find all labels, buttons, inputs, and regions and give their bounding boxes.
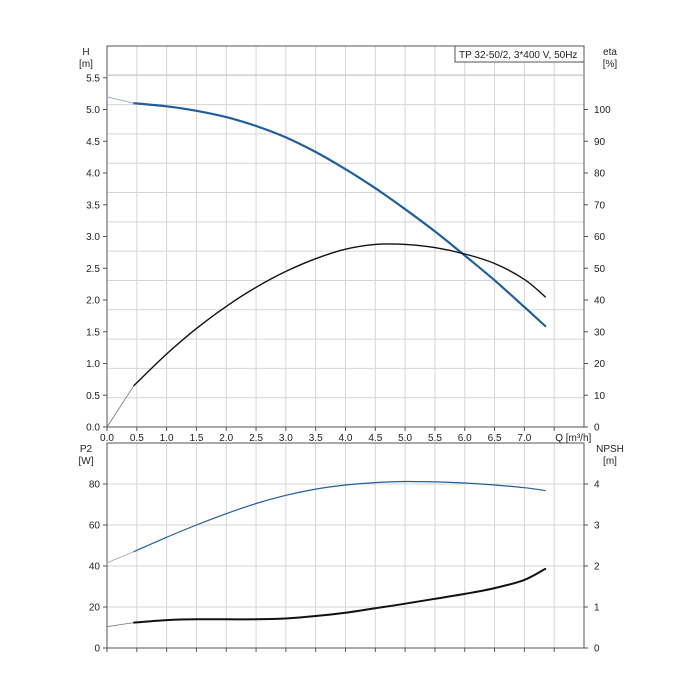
series-line-bottom-2 — [132, 567, 547, 624]
x-axis-title: Q [m³/h] — [555, 433, 591, 444]
left-tick-label: 4.0 — [86, 169, 100, 180]
x-tick-label: 5.0 — [398, 433, 412, 444]
right-tick-label: 50 — [594, 264, 606, 275]
x-tick-label: 2.0 — [219, 433, 233, 444]
right-tick-label: 2 — [594, 562, 600, 573]
right-tick-label: 70 — [594, 200, 606, 211]
right-tick-label: 90 — [594, 137, 606, 148]
left-tick-label: 4.5 — [86, 137, 100, 148]
right-tick-label: 4 — [594, 480, 600, 491]
x-tick-label: 0.5 — [130, 433, 144, 444]
left-tick-label: 1.5 — [86, 327, 100, 338]
left-tick-label: 0 — [94, 644, 100, 655]
left-tick-label: 5.0 — [86, 105, 100, 116]
right-tick-label: 1 — [594, 603, 600, 614]
left-tick-label: 1.0 — [86, 359, 100, 370]
chart-title: TP 32-50/2, 3*400 V, 50Hz — [459, 50, 577, 61]
series-line-bottom-3 — [106, 622, 135, 628]
left-tick-label: 0.0 — [86, 423, 100, 434]
right-tick-label: 20 — [594, 359, 606, 370]
x-tick-label: 3.0 — [279, 433, 293, 444]
right-tick-label: 0 — [594, 644, 600, 655]
series-line-bottom-0 — [133, 480, 546, 553]
right-axis-title: eta — [603, 47, 617, 58]
right-tick-label: 30 — [594, 327, 606, 338]
series-line-top-1 — [106, 96, 135, 104]
x-tick-label: 1.0 — [160, 433, 174, 444]
left-tick-label: 3.0 — [86, 232, 100, 243]
x-tick-label: 6.0 — [458, 433, 472, 444]
x-tick-label: 5.5 — [428, 433, 442, 444]
left-tick-label: 5.5 — [86, 73, 100, 84]
head-efficiency-panel: 0.0 0.5 1.0 1.5 2.0 2.5 3.0 3.5 4.0 4.5 5.0 5.5 0 10 2… — [79, 45, 618, 444]
left-tick-label: 40 — [89, 562, 101, 573]
left-axis-title: P2 — [80, 444, 93, 455]
left-axis-unit: [W] — [79, 456, 94, 467]
left-tick-label: 80 — [89, 480, 101, 491]
x-tick-label: 4.0 — [339, 433, 353, 444]
x-tick-label: 1.5 — [189, 433, 203, 444]
left-tick-label: 2.0 — [86, 296, 100, 307]
right-axis-title: NPSH — [596, 444, 624, 455]
left-axis-unit: [m] — [79, 59, 93, 70]
left-tick-label: 60 — [89, 521, 101, 532]
x-tick-label: 0.0 — [100, 433, 114, 444]
right-tick-label: 40 — [594, 296, 606, 307]
right-tick-label: 0 — [594, 423, 600, 434]
x-tick-label: 4.5 — [368, 433, 382, 444]
left-tick-label: 0.5 — [86, 391, 100, 402]
right-tick-label: 3 — [594, 521, 600, 532]
right-tick-label: 60 — [594, 232, 606, 243]
series-line-bottom-1 — [106, 551, 135, 564]
left-axis-title: H — [82, 47, 89, 58]
left-tick-label: 3.5 — [86, 200, 100, 211]
title-box — [454, 45, 585, 63]
series-line-top-2 — [133, 243, 546, 387]
right-tick-label: 80 — [594, 169, 606, 180]
x-tick-label: 6.5 — [488, 433, 502, 444]
power-npsh-panel: 0 20 40 60 80 0 1 2 3 4 P2[W] NPSH[m] — [79, 442, 624, 655]
left-tick-label: 2.5 — [86, 264, 100, 275]
x-tick-label: 3.5 — [309, 433, 323, 444]
left-tick-label: 20 — [89, 603, 101, 614]
right-axis-unit: [%] — [603, 59, 618, 70]
x-tick-label: 7.0 — [517, 433, 531, 444]
right-axis-unit: [m] — [603, 456, 617, 467]
right-tick-label: 100 — [594, 105, 611, 116]
right-tick-label: 10 — [594, 391, 606, 402]
x-tick-label: 2.5 — [249, 433, 263, 444]
series-line-top-0 — [132, 102, 547, 328]
series-line-top-3 — [106, 385, 135, 428]
